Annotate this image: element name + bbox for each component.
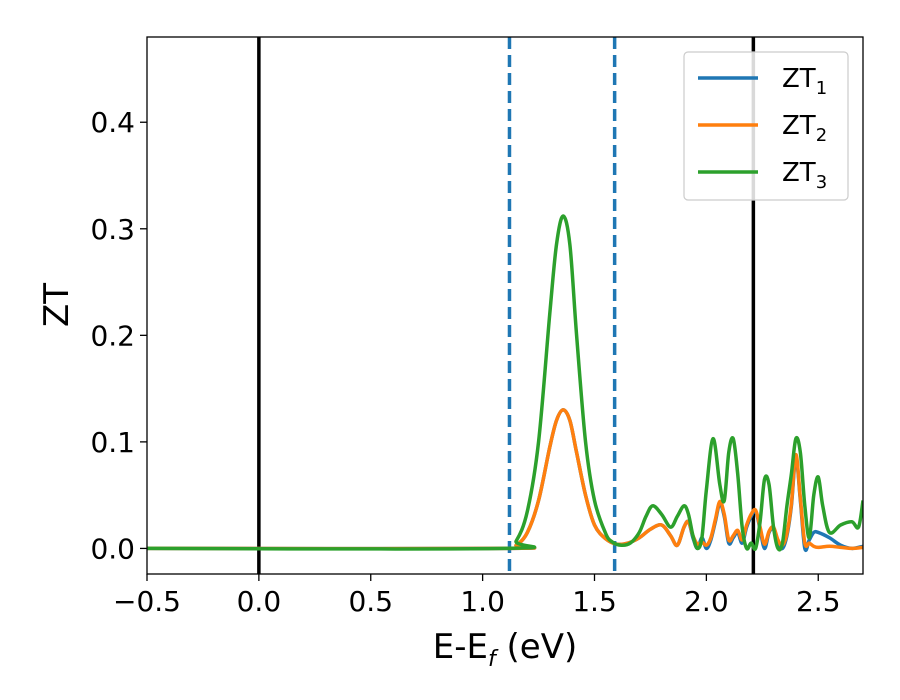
y-axis-ticks: 0.0 0.1 0.2 0.3 0.4 <box>90 106 147 565</box>
legend-label-zt3: ZT3 <box>782 158 827 193</box>
x-tick-label: 2.5 <box>796 585 841 618</box>
x-tick-label: 0.0 <box>237 585 282 618</box>
x-tick-label: 0.5 <box>348 585 393 618</box>
x-tick-label: 2.0 <box>684 585 729 618</box>
y-tick-label: 0.4 <box>90 106 135 139</box>
y-tick-label: 0.2 <box>90 319 135 352</box>
x-axis-title-unit: (eV) <box>496 627 578 667</box>
x-axis-title: E-Ef (eV) <box>433 627 578 672</box>
series-lines <box>147 214 863 552</box>
y-axis-title: ZT <box>37 283 77 327</box>
legend: ZT1 ZT2 ZT3 <box>683 51 849 201</box>
legend-box <box>683 51 849 201</box>
y-tick-label: 0.3 <box>90 213 135 246</box>
series-line-zt3 <box>147 214 863 552</box>
x-axis-title-subscript: f <box>488 647 499 672</box>
x-tick-label: 1.0 <box>460 585 505 618</box>
series-line-zt2 <box>147 408 863 551</box>
legend-label-zt1: ZT1 <box>782 64 827 99</box>
y-tick-label: 0.1 <box>90 426 135 459</box>
y-tick-label: 0.0 <box>90 532 135 565</box>
x-tick-label: −0.5 <box>113 585 181 618</box>
x-axis-title-main: E-E <box>433 627 488 667</box>
x-tick-label: 1.5 <box>572 585 617 618</box>
x-axis-ticks: −0.5 0.0 0.5 1.0 1.5 2.0 2.5 <box>113 574 841 618</box>
plot-area-frame <box>146 36 864 575</box>
legend-label-zt2: ZT2 <box>782 111 827 146</box>
